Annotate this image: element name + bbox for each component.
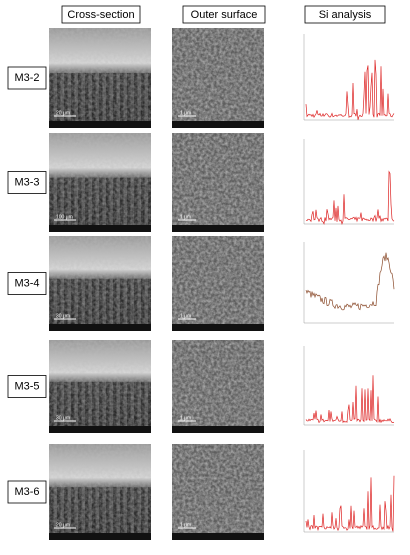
image-grain bbox=[172, 340, 264, 433]
info-bar bbox=[49, 533, 151, 540]
info-bar bbox=[49, 426, 151, 433]
info-bar bbox=[49, 225, 151, 232]
surface-scale-label: 1 µm bbox=[180, 415, 191, 421]
row: M3-4 30 µm 1 µm bbox=[7, 236, 395, 331]
row-label-box bbox=[7, 480, 47, 504]
si-scan bbox=[305, 375, 395, 424]
cross-scale-label: 30 µm bbox=[56, 415, 70, 421]
image-grain bbox=[49, 340, 151, 433]
column-header: Si analysis bbox=[319, 9, 372, 21]
si-scan bbox=[306, 170, 395, 225]
column-header: Outer surface bbox=[191, 9, 258, 21]
info-bar bbox=[49, 121, 151, 128]
si-scan bbox=[305, 59, 395, 120]
row: M3-5 30 µm 1 µm bbox=[7, 340, 395, 433]
column-header-box bbox=[61, 5, 141, 24]
image-grain bbox=[172, 444, 264, 540]
cross-scale-label: 20 µm bbox=[56, 522, 70, 528]
row-label: M3-6 bbox=[14, 486, 39, 498]
row-label-box bbox=[7, 375, 47, 398]
image-grain bbox=[49, 133, 151, 232]
image-grain bbox=[49, 444, 151, 540]
row: M3-6 20 µm 1 µm bbox=[7, 444, 395, 540]
row-label-box bbox=[7, 171, 47, 194]
column-header-box bbox=[182, 5, 266, 24]
surface-scale-label: 1 µm bbox=[180, 522, 191, 528]
column-header: Cross-section bbox=[67, 9, 134, 21]
column-header-box bbox=[304, 5, 386, 24]
image-grain bbox=[172, 236, 264, 331]
surface-scale-label: 1 µm bbox=[180, 313, 191, 319]
surface-scale-label: 1 µm bbox=[180, 214, 191, 220]
cross-scale-label: 30 µm bbox=[56, 313, 70, 319]
info-bar bbox=[172, 324, 264, 331]
cross-scale-label: 20 µm bbox=[56, 110, 70, 116]
image-grain bbox=[49, 28, 151, 128]
info-bar bbox=[172, 533, 264, 540]
image-grain bbox=[49, 236, 151, 331]
row-label: M3-5 bbox=[14, 380, 39, 392]
info-bar bbox=[172, 121, 264, 128]
info-bar bbox=[172, 225, 264, 232]
image-grain bbox=[172, 133, 264, 232]
row-label: M3-3 bbox=[14, 176, 39, 188]
row-label: M3-2 bbox=[14, 72, 39, 84]
surface-scale-label: 1 µm bbox=[180, 110, 191, 116]
row-label-box bbox=[7, 272, 47, 295]
si-scan bbox=[305, 252, 395, 311]
row: M3-3 100 µm 1 µm bbox=[7, 133, 395, 232]
image-grain bbox=[172, 28, 264, 128]
si-scan bbox=[305, 475, 395, 532]
info-bar bbox=[49, 324, 151, 331]
row-label: M3-4 bbox=[14, 277, 39, 289]
row: M3-2 20 µm 1 µm bbox=[7, 28, 395, 128]
cross-scale-label: 100 µm bbox=[56, 214, 73, 220]
info-bar bbox=[172, 426, 264, 433]
row-label-box bbox=[7, 66, 47, 90]
